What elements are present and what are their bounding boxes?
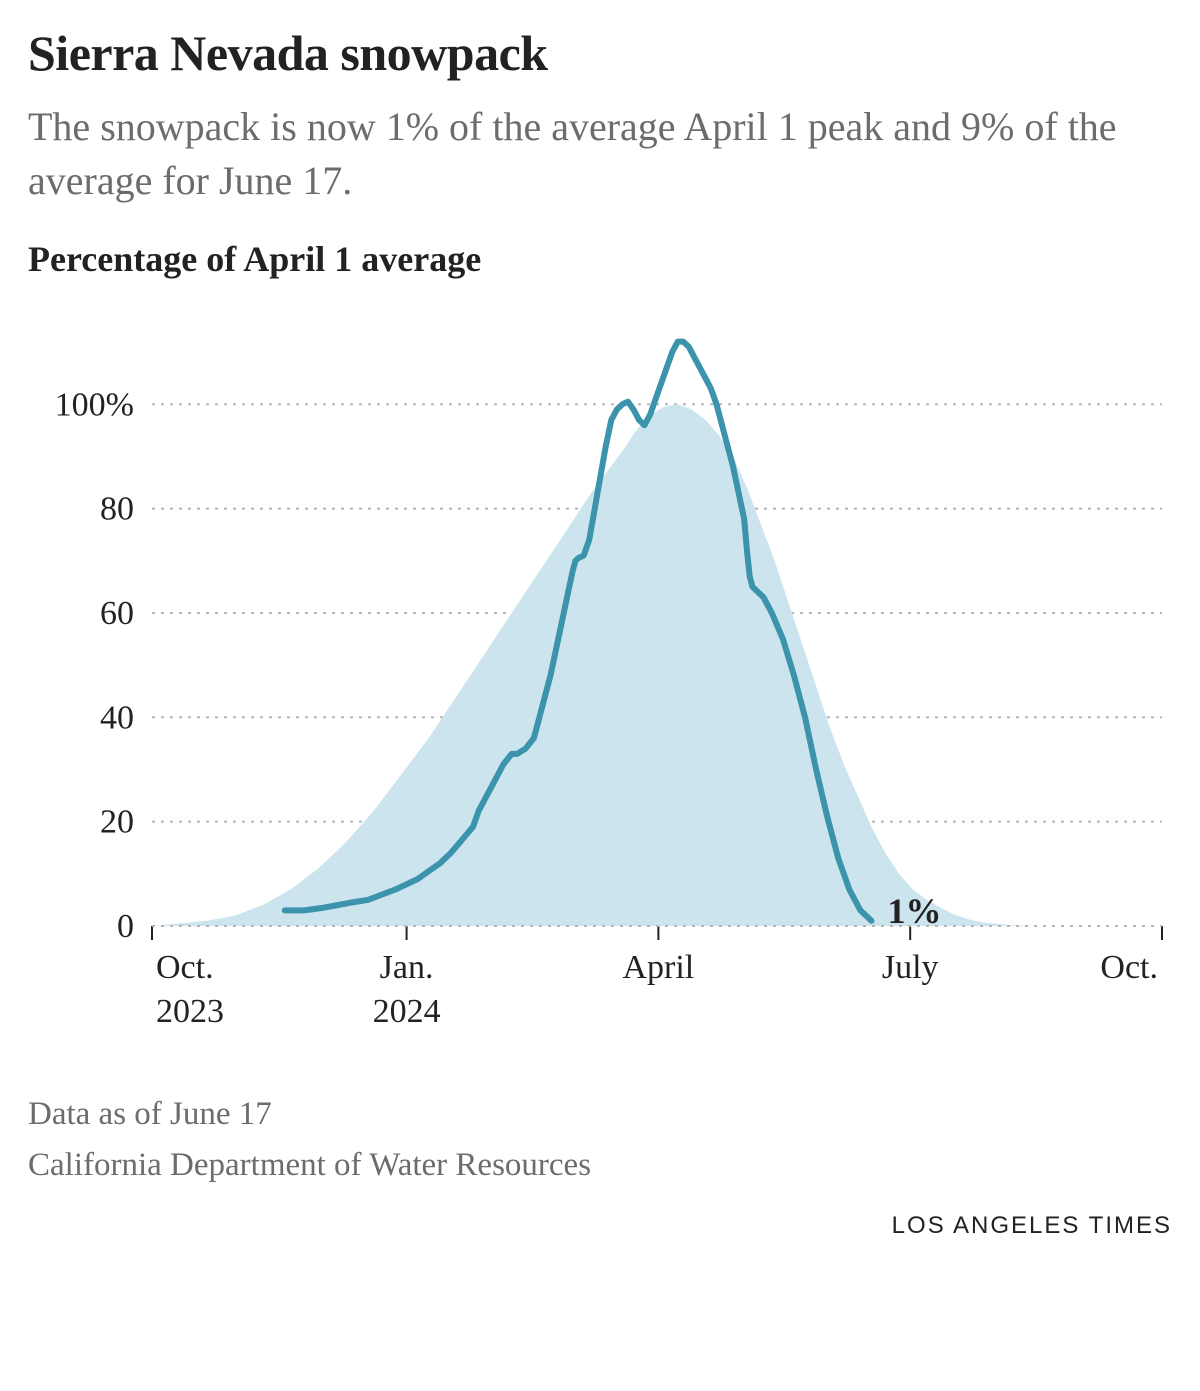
y-tick-label: 40	[100, 699, 134, 736]
y-tick-label: 0	[117, 908, 134, 945]
x-tick-label: Oct.	[156, 949, 214, 986]
y-tick-label: 60	[100, 595, 134, 632]
chart-subtitle: The snowpack is now 1% of the average Ap…	[28, 100, 1172, 208]
average-area	[152, 404, 1162, 926]
footnote-date: Data as of June 17	[28, 1096, 1172, 1133]
y-tick-label: 20	[100, 804, 134, 841]
chart-area: 0 20 40 60 80 100% Oct. 2023 Jan. 2024 April July Oc…	[28, 296, 1172, 1056]
y-axis-title: Percentage of April 1 average	[28, 238, 1172, 280]
footnote-source: California Department of Water Resources	[28, 1147, 1172, 1184]
x-tick-label: Jan.	[380, 949, 434, 986]
x-tick-label: Oct.	[1100, 949, 1158, 986]
chart-title: Sierra Nevada snowpack	[28, 24, 1172, 82]
y-tick-label: 100%	[55, 386, 134, 423]
snowpack-chart: 0 20 40 60 80 100% Oct. 2023 Jan. 2024 April July Oc…	[28, 296, 1172, 1056]
y-tick-label: 80	[100, 491, 134, 528]
x-tick-label-year: 2024	[373, 993, 441, 1030]
x-tick-label: April	[622, 949, 694, 986]
endpoint-label: 1%	[887, 891, 941, 931]
x-tick-label-year: 2023	[156, 993, 224, 1030]
credit-line: LOS ANGELES TIMES	[28, 1212, 1172, 1240]
x-tick-label: July	[882, 949, 939, 986]
